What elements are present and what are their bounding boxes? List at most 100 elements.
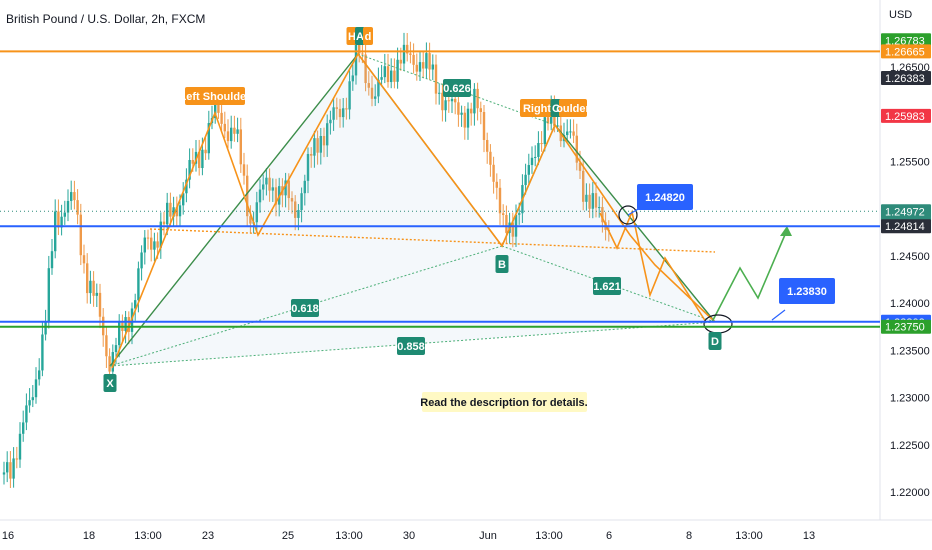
right-shoulder-label: Right [520, 99, 554, 117]
candle [537, 131, 540, 166]
ratio-label-text: 0.626 [443, 83, 471, 95]
candle [482, 105, 486, 153]
candle [495, 173, 498, 200]
candle [316, 130, 319, 165]
candle [329, 110, 332, 135]
candle [194, 140, 198, 172]
orange-projection [599, 209, 707, 323]
time-tick-label: 25 [282, 530, 294, 542]
candle [428, 42, 431, 80]
candle [73, 180, 76, 210]
time-tick-label: 8 [686, 530, 692, 542]
candle [18, 422, 22, 468]
candle [473, 83, 476, 126]
candle [226, 119, 230, 149]
ratio-label: 0.618 [291, 299, 319, 317]
candle [390, 58, 393, 89]
currency-label: USD [889, 9, 912, 21]
candle [348, 70, 351, 120]
candle [239, 117, 242, 173]
time-tick-label: 6 [606, 530, 612, 542]
candle [326, 114, 329, 157]
candle [249, 205, 252, 234]
candle [268, 168, 271, 202]
point-label-x-text: X [106, 378, 114, 390]
point-label-b-text: B [498, 259, 506, 271]
candle [134, 293, 137, 321]
time-tick-label: 13:00 [535, 530, 563, 542]
candle [345, 97, 348, 120]
time-axis-ticks: 16 18 13:00 23 25 13:00 30 Jun 13:00 6 8 13:00 13 [2, 530, 815, 542]
candle [406, 33, 409, 62]
candle [457, 94, 460, 127]
chart-title: British Pound / U.S. Dollar, 2h, FXCM [6, 12, 205, 26]
callout-pointer-2 [771, 309, 786, 321]
candle [105, 326, 108, 368]
price-badge-text: 1.24972 [885, 206, 925, 218]
candle [70, 180, 73, 210]
candle [310, 147, 313, 168]
shoulder-label-end-text: oulder [556, 103, 590, 115]
candle [34, 367, 38, 404]
candle [460, 105, 463, 127]
annotation-note: Read the description for details. [420, 392, 588, 412]
ratio-label-text: 0.618 [291, 303, 319, 315]
price-badge: 1.26383 [881, 71, 931, 86]
candle [498, 179, 502, 225]
head-label-a-text: A [356, 31, 364, 43]
candle [25, 393, 28, 431]
circle-marker-1 [618, 205, 638, 225]
price-axis-panel [880, 0, 932, 550]
candle [591, 182, 594, 219]
time-tick-label: 30 [403, 530, 415, 542]
circle-marker-2 [703, 314, 733, 334]
candle [386, 53, 390, 88]
candle [63, 200, 66, 225]
candle [351, 64, 354, 91]
candle [223, 111, 226, 139]
candle [246, 164, 249, 226]
candle [9, 451, 12, 488]
candle [300, 187, 303, 223]
xd-dotted [109, 321, 716, 367]
price-tick-label: 1.24000 [890, 298, 930, 310]
candles-group [2, 31, 610, 488]
price-badge: 1.24972 [881, 204, 931, 219]
candle [367, 71, 370, 96]
candle [415, 53, 418, 81]
price-badge: 1.26783 [881, 33, 931, 48]
candle [258, 179, 262, 213]
candle [470, 102, 473, 126]
candle [463, 105, 466, 140]
candle [265, 168, 268, 196]
ratio-label-text: 1.621 [593, 281, 621, 293]
candle [188, 148, 191, 189]
candle [534, 145, 537, 167]
candle [28, 388, 31, 413]
candle [290, 191, 294, 214]
candle [319, 128, 322, 165]
time-tick-label: 13 [803, 530, 815, 542]
candle [284, 172, 287, 208]
point-label-x: X [103, 374, 117, 392]
price-badge-text: 1.23750 [885, 322, 925, 334]
target-callout-2-text: 1.23830 [787, 286, 827, 298]
candle [502, 204, 505, 227]
candle [569, 119, 572, 139]
candle [153, 232, 156, 262]
price-badge: 1.25983 [881, 108, 931, 123]
time-tick-label: 13:00 [134, 530, 162, 542]
right-shoulder-label-text: Right [523, 103, 551, 115]
candle [198, 139, 201, 176]
left-shoulder-label: Left Shoulder [180, 87, 251, 105]
candle [422, 51, 425, 79]
price-badge-text: 1.24814 [885, 221, 925, 233]
time-tick-label: 18 [83, 530, 95, 542]
candle [409, 41, 412, 64]
time-tick-label: 13:00 [335, 530, 363, 542]
candle [242, 152, 246, 185]
candle [313, 130, 316, 168]
price-badges: 1.267831.266651.263831.259831.2497218:24… [881, 33, 931, 334]
